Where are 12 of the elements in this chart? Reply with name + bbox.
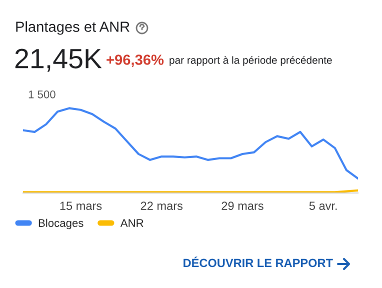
text: DÉCOUVRIR LE RAPPORT [184, 256, 333, 268]
legend-label: Blocages [38, 218, 84, 230]
x-tick-label: 15 mars [60, 202, 102, 210]
x-tick-label: 29 mars [222, 202, 264, 210]
chart-subtitle: 21,45K [15, 48, 102, 72]
text: +96,36% [106, 54, 164, 68]
x-tick-label: 5 avr. [309, 202, 337, 210]
text: 1 500 [28, 90, 56, 98]
chart-title: Plantages et ANR [16, 21, 130, 35]
legend-label: ANR [120, 219, 144, 227]
text: par rapport à la période précédente [170, 56, 332, 66]
x-tick-label: 22 mars [140, 202, 183, 210]
